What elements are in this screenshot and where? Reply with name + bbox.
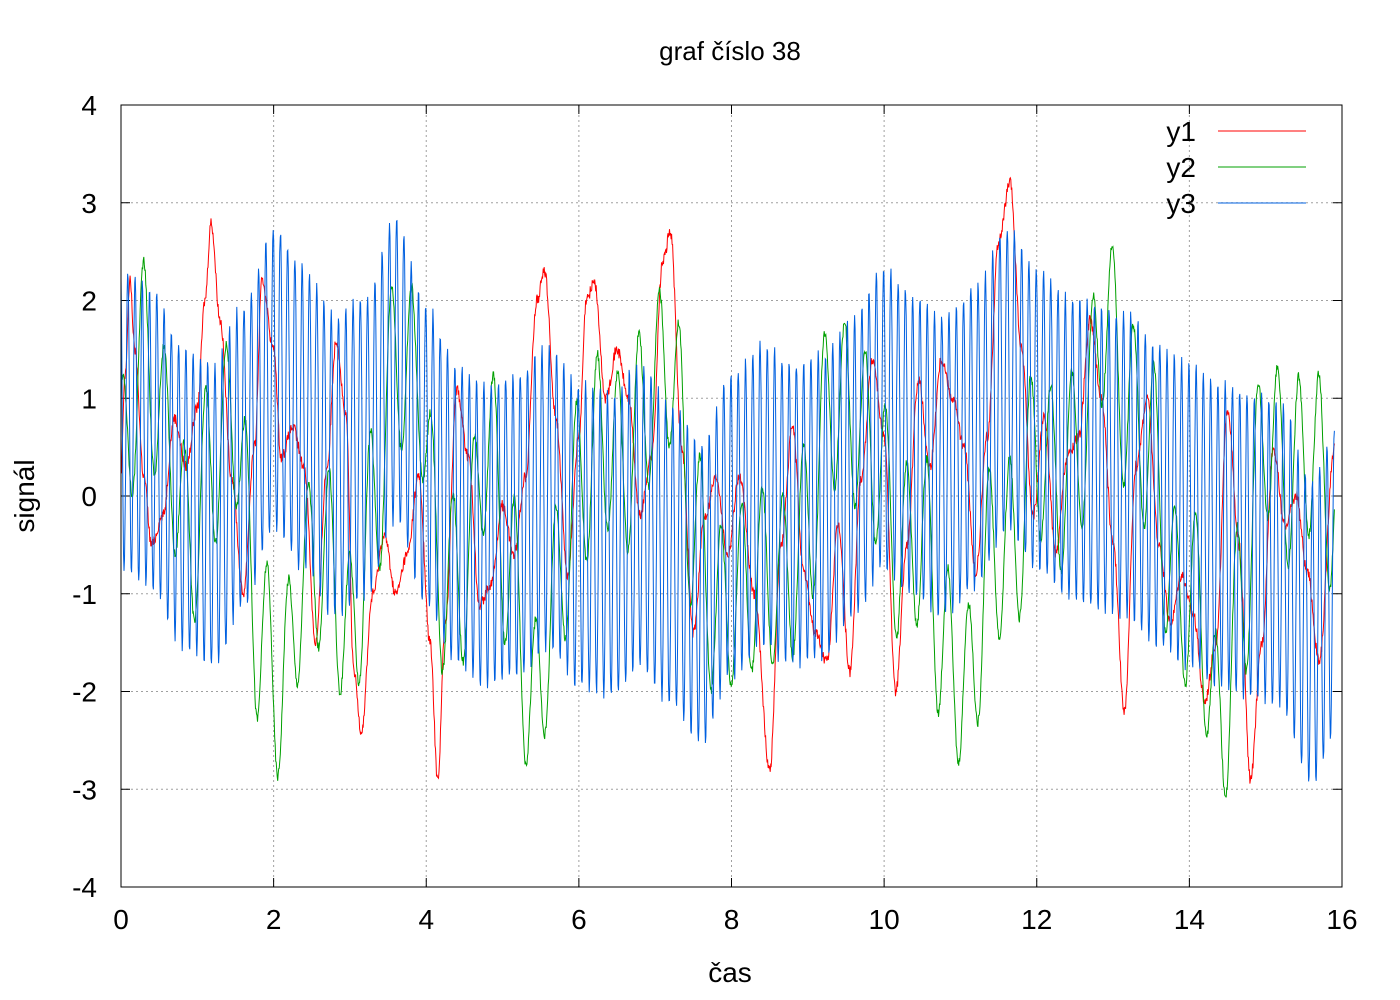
series-line-y3	[120, 219, 1335, 782]
series-line-y1	[120, 176, 1335, 784]
legend-label-y2: y2	[1166, 152, 1196, 183]
y-tick-label: -2	[72, 677, 97, 708]
y-tick-label: -4	[72, 872, 97, 903]
x-tick-label: 8	[724, 904, 740, 935]
y-tick-label: 0	[81, 481, 97, 512]
legend: y1 y2 y3	[1166, 116, 1306, 219]
x-tick-label: 0	[113, 904, 129, 935]
y-axis-label: signál	[9, 459, 40, 532]
y-tick-label: -3	[72, 774, 97, 805]
x-axis-label: čas	[708, 957, 752, 988]
y-tick-label: 3	[81, 188, 97, 219]
x-tick-label: 10	[869, 904, 900, 935]
x-tick-label: 6	[571, 904, 587, 935]
x-tick-label: 2	[266, 904, 282, 935]
x-tick-label: 16	[1326, 904, 1357, 935]
x-tick-label: 4	[418, 904, 434, 935]
legend-label-y1: y1	[1166, 116, 1196, 147]
plot-frame	[120, 104, 1343, 888]
legend-label-y3: y3	[1166, 188, 1196, 219]
series-layer	[120, 176, 1335, 798]
y-tick-label: 4	[81, 90, 97, 121]
chart-title: graf číslo 38	[659, 36, 801, 66]
x-tick-label: 14	[1174, 904, 1205, 935]
y-tick-label: 2	[81, 286, 97, 317]
x-tick-label: 12	[1021, 904, 1052, 935]
y-tick-label: -1	[72, 579, 97, 610]
y-tick-label: 1	[81, 383, 97, 414]
